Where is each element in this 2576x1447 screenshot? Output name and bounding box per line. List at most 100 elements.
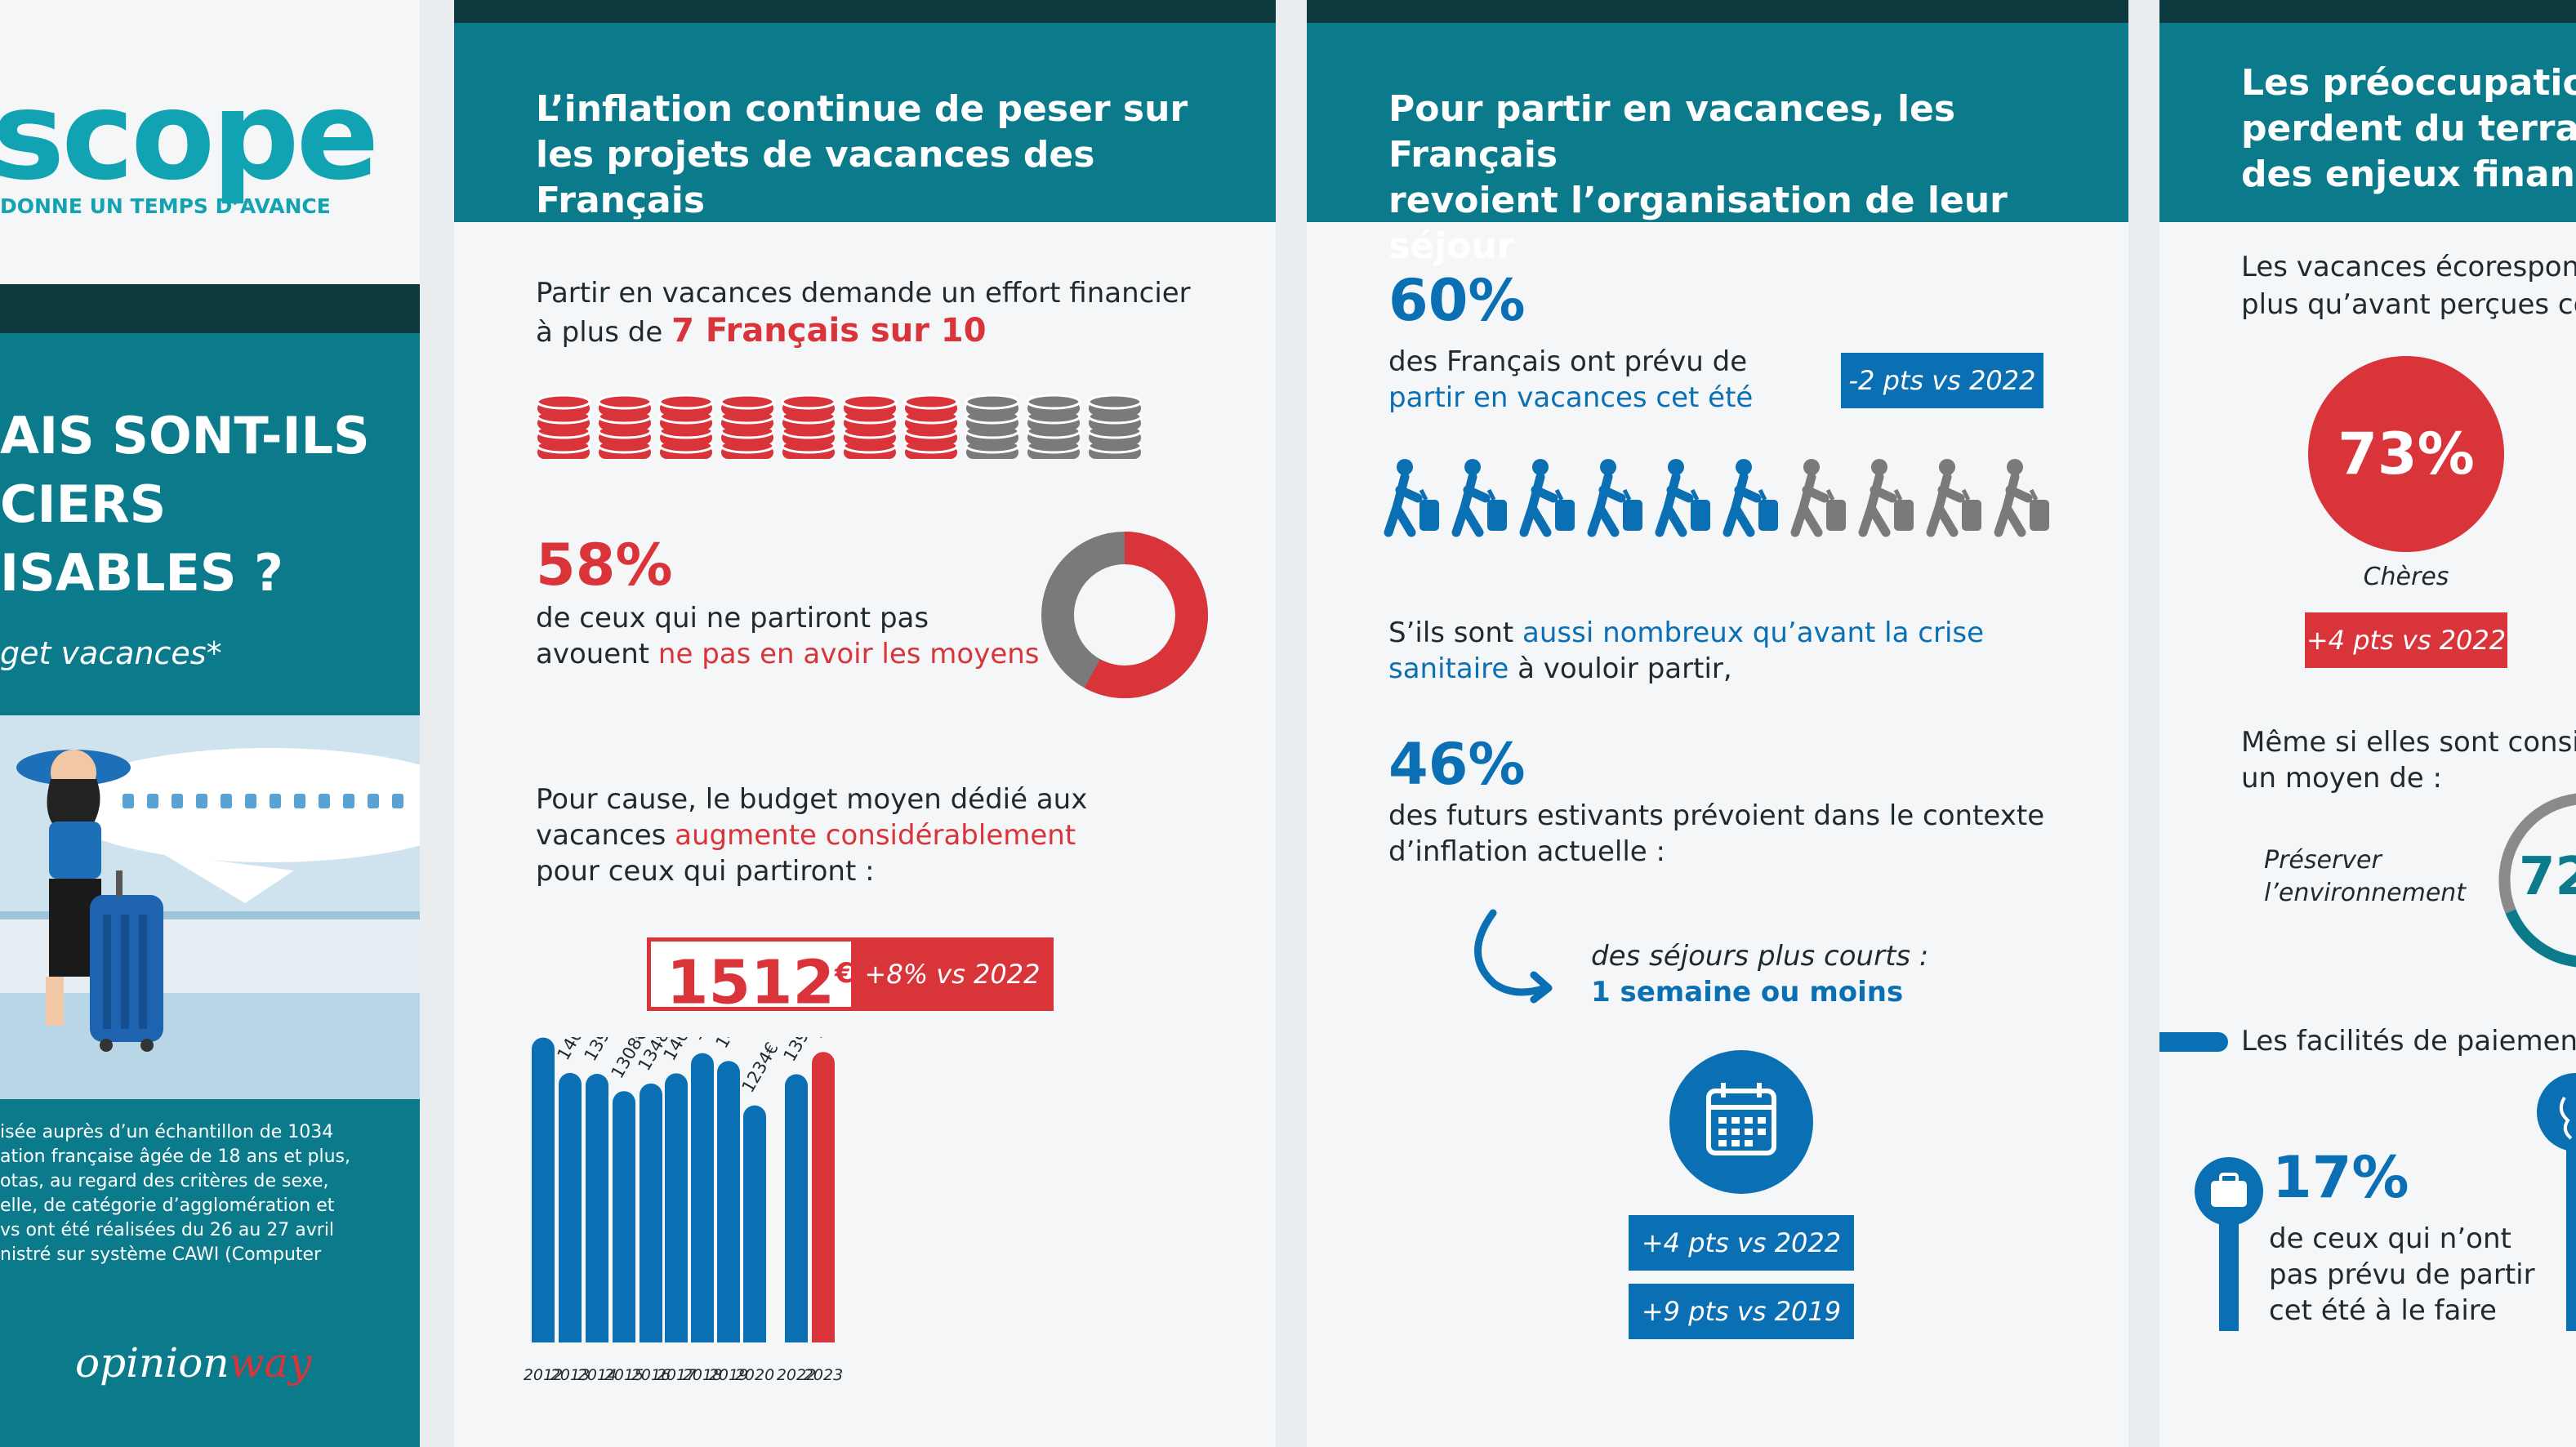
methodology-line: nistré sur système CAWI (Computer: [0, 1244, 322, 1265]
donut-arc-58: [1041, 532, 1208, 698]
traveler-icon: [1519, 459, 1575, 537]
pct-60: 60%: [1388, 267, 1526, 334]
panel-header: Les préoccupations perdent du terrain a …: [2159, 23, 2576, 222]
pct-46: 46%: [1388, 731, 1526, 798]
traveler-icon: [1655, 459, 1710, 537]
budget-bar: [812, 1052, 835, 1342]
budget-bar-base: [586, 1326, 608, 1342]
panel-title-line: L’inflation continue de peser sur: [536, 88, 1188, 130]
intro-band-dark: [0, 284, 420, 333]
bar-year-label: 2020: [735, 1366, 774, 1384]
panel-title-line: perdent du terrain a: [2241, 108, 2576, 149]
preoccupations-panel: Les préoccupations perdent du terrain a …: [2159, 0, 2576, 1447]
coin-stack-icon: [720, 394, 775, 459]
shorter-line2: 1 semaine ou moins: [1591, 976, 1904, 1008]
budget-bar-base: [691, 1326, 714, 1342]
coin-stack-icon: [842, 394, 898, 459]
traveler-icon: [1384, 459, 1439, 537]
budget-bar: [640, 1083, 662, 1342]
coin-stack-icon: [781, 394, 836, 459]
budget-bar: [532, 1037, 555, 1342]
budget-value: 1512€: [666, 941, 854, 1016]
future-line2: d’inflation actuelle :: [1388, 835, 1665, 868]
traveler-icon: [1451, 459, 1507, 537]
traveler-icons: [1384, 459, 2049, 537]
eco-line1: Les vacances écoresponsa: [2241, 251, 2576, 283]
bar-year-label: 2022: [777, 1366, 816, 1384]
pct-17: 17%: [2272, 1144, 2409, 1211]
coin-stack-icon: [1087, 394, 1143, 459]
traveler-icon: [1858, 459, 1914, 537]
budget-bar: [743, 1105, 766, 1342]
bar-year-label: 2018: [683, 1366, 722, 1384]
budget-bar-base: [665, 1326, 688, 1342]
budget-bar-base: [613, 1326, 635, 1342]
panel-title-line: Pour partir en vacances, les Français: [1388, 88, 1956, 176]
panel-title: Pour partir en vacances, les Français re…: [1388, 87, 2128, 269]
panel-header-dark: [2159, 0, 2576, 23]
panel-header-dark: [454, 0, 1276, 23]
methodology-line: ation française âgée de 18 ans et plus,: [0, 1146, 351, 1167]
env-line2: l’environnement: [2264, 879, 2467, 907]
budget-bar: [559, 1072, 582, 1342]
plan-line2: partir en vacances cet été: [1388, 381, 1754, 414]
panel-title-line: Les préoccupations: [2241, 62, 2576, 104]
organisation-panel: Pour partir en vacances, les Français re…: [1307, 0, 2128, 1447]
intro-title-line: CIERS: [0, 474, 167, 534]
effort-prefix: à plus de: [536, 316, 672, 349]
opinionway-suffix: way: [229, 1339, 312, 1387]
budget-bar-base: [785, 1326, 808, 1342]
methodology-line: elle, de catégorie d’agglomération et: [0, 1195, 335, 1216]
coin-stack-icon: [965, 394, 1020, 459]
globe-pin-icon: [2537, 1073, 2576, 1331]
plan-delta: -2 pts vs 2022: [1841, 353, 2043, 408]
bar-year-label: 2017: [657, 1366, 696, 1384]
opinionway-prefix: opinion: [75, 1339, 230, 1387]
env-line1: Préserver: [2264, 846, 2382, 875]
cheres-label: Chères: [2363, 563, 2449, 591]
bar-year-label: 2019: [709, 1366, 748, 1384]
eco-line2: plus qu’avant perçues co: [2241, 288, 2576, 321]
bar-year-label: 2016: [631, 1366, 671, 1384]
budget-bar-base: [532, 1326, 555, 1342]
panel-header: L’inflation continue de peser sur les pr…: [454, 23, 1276, 222]
bar-year-label: 2013: [550, 1366, 590, 1384]
payment-bar: [2159, 1032, 2228, 1052]
pct-73-circle: [2308, 356, 2504, 552]
coin-stack-icon: [1026, 394, 1081, 459]
budget-bar: [717, 1061, 740, 1342]
bar-year-label: 2014: [577, 1366, 617, 1384]
methodology-line: vs ont été réalisées du 26 au 27 avril: [0, 1220, 335, 1240]
bar-value-label: 1465€: [712, 1037, 756, 1052]
traveler-icon: [1587, 459, 1642, 537]
budget-bar-base: [640, 1326, 662, 1342]
env-pct: 72: [2519, 847, 2576, 907]
delta-2022: +4 pts vs 2022: [1629, 1215, 1854, 1271]
calendar-icon: [1669, 1050, 1813, 1194]
effort-line1: Partir en vacances demande un effort fin…: [536, 277, 1191, 309]
intro-title: AIS SONT-ILS CIERS ISABLES ?: [0, 402, 370, 608]
no-means-highlight: ne pas en avoir les moyens: [657, 638, 1040, 670]
payment-label: Les facilités de paiement: [2241, 1025, 2576, 1057]
plan-line1: des Français ont prévu de: [1388, 345, 1748, 378]
scope-logo: scope: [0, 65, 379, 207]
no-means-prefix: avouent: [536, 638, 658, 670]
intro-subtitle: get vacances*: [0, 635, 222, 671]
bar-value-label: 1234€: [738, 1039, 782, 1096]
means-line1: Même si elles sont consid: [2241, 726, 2576, 759]
coin-stacks: [536, 394, 1143, 459]
methodology-text: isée auprès d’un échantillon de 1034 ati…: [0, 1120, 350, 1267]
coin-stack-icon: [658, 394, 714, 459]
methodology-line: isée auprès d’un échantillon de 1034: [0, 1122, 334, 1142]
crisis-line2: sanitaire à vouloir partir,: [1388, 650, 1732, 688]
means-line2: un moyen de :: [2241, 762, 2442, 795]
budget-bar: [586, 1074, 608, 1342]
budget-number: 1512: [666, 947, 835, 1018]
panel-header: Pour partir en vacances, les Français re…: [1307, 23, 2128, 267]
no-means-line2: avouent ne pas en avoir les moyens: [536, 635, 1040, 673]
env-gauge: [2498, 793, 2576, 968]
crisis-prefix: S’ils sont: [1388, 617, 1523, 649]
intro-title-line: AIS SONT-ILS: [0, 406, 370, 465]
crisis-highlight-2: sanitaire: [1388, 652, 1509, 685]
panel-header-dark: [1307, 0, 2128, 23]
